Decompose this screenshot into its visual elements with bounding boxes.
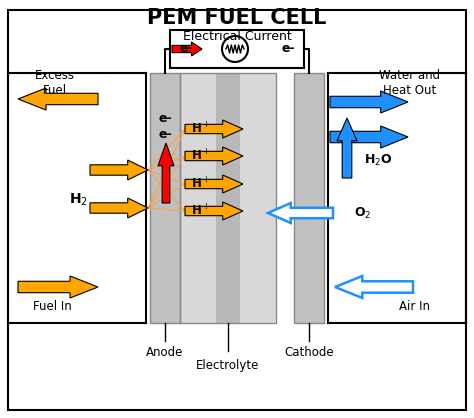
Text: Cathode: Cathode: [284, 347, 334, 359]
Text: Excess
Fuel: Excess Fuel: [35, 69, 75, 97]
Text: e-: e-: [281, 41, 295, 54]
Text: e-: e-: [158, 112, 172, 125]
Polygon shape: [172, 42, 202, 56]
Text: Electrolyte: Electrolyte: [196, 359, 260, 372]
Bar: [294, 73, 324, 323]
Bar: [216, 73, 240, 323]
Text: Anode: Anode: [146, 347, 184, 359]
Text: Air In: Air In: [400, 300, 430, 313]
Polygon shape: [268, 203, 333, 223]
Text: Water and
Heat Out: Water and Heat Out: [380, 69, 440, 97]
Text: H$_2$: H$_2$: [69, 192, 88, 208]
Polygon shape: [158, 143, 174, 203]
Text: e-: e-: [179, 41, 193, 54]
Text: H$^+$: H$^+$: [191, 176, 210, 191]
Polygon shape: [337, 118, 357, 178]
Polygon shape: [185, 147, 243, 165]
Polygon shape: [90, 198, 148, 218]
Polygon shape: [185, 120, 243, 138]
Text: H$^+$: H$^+$: [191, 121, 210, 137]
Bar: [170, 30, 304, 68]
Text: O$_2$: O$_2$: [355, 206, 372, 221]
Text: PEM FUEL CELL: PEM FUEL CELL: [147, 8, 327, 28]
Polygon shape: [90, 160, 148, 180]
Polygon shape: [185, 175, 243, 193]
Text: Electrical Current: Electrical Current: [182, 30, 292, 43]
Circle shape: [222, 36, 248, 62]
Bar: [180, 73, 276, 323]
Bar: [180, 73, 216, 323]
Text: H$_2$O: H$_2$O: [364, 153, 392, 168]
Polygon shape: [18, 276, 98, 298]
Text: H$^+$: H$^+$: [191, 203, 210, 219]
Bar: [240, 73, 276, 323]
Text: Fuel In: Fuel In: [33, 300, 72, 313]
Bar: [150, 73, 180, 323]
Polygon shape: [335, 276, 413, 298]
Text: H$^+$: H$^+$: [191, 148, 210, 164]
Bar: [294, 73, 324, 323]
Bar: [150, 73, 180, 323]
Polygon shape: [330, 126, 408, 148]
Polygon shape: [330, 91, 408, 113]
Polygon shape: [185, 202, 243, 220]
Text: e-: e-: [158, 128, 172, 142]
Polygon shape: [18, 88, 98, 110]
